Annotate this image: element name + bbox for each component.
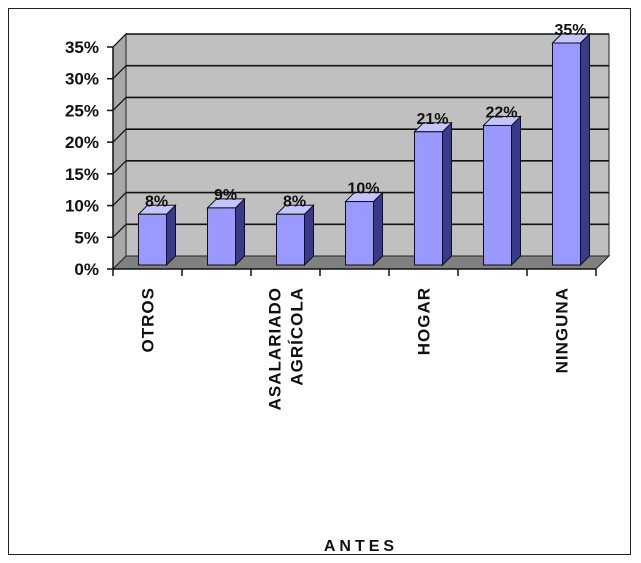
chart-frame: 0% 5% 10% 15% 20% 25% 30% 35% 8% 9% 8% 10% 21% 22% 35… [8, 8, 631, 555]
y-tick-label: 20% [65, 133, 99, 152]
y-tick-label: 15% [65, 165, 99, 184]
y-tick-label: 35% [65, 38, 99, 57]
bar-side [166, 204, 176, 267]
gridline-side [112, 33, 127, 48]
bar-side [442, 121, 452, 267]
y-tick-label: 30% [65, 70, 99, 89]
x-axis-title: ANTES [324, 538, 398, 553]
data-label: 35% [554, 22, 586, 39]
bars [137, 32, 591, 267]
x-category-label: OTROS [139, 287, 158, 352]
bar-front [414, 131, 443, 266]
x-category-label: NINGUNA [553, 287, 572, 373]
bar [206, 197, 246, 267]
data-label: 21% [416, 111, 448, 128]
bar-front [552, 42, 581, 266]
y-tick-label: 5% [74, 228, 99, 247]
x-category-label: AGRÍCOLA [288, 287, 307, 386]
gridlines [112, 33, 609, 238]
gridline-side [112, 65, 127, 80]
data-label: 8% [145, 193, 168, 210]
bar-side [511, 115, 521, 267]
bar-front [345, 201, 374, 266]
x-category-label: ASALARIADO [266, 287, 285, 410]
x-axis: OTROS ASALARIADO AGRÍCOLA HOGAR NINGUNA [112, 268, 597, 410]
data-label: 8% [283, 193, 306, 210]
bar [482, 115, 522, 267]
bar-front [207, 207, 236, 266]
gridline-side [112, 128, 127, 143]
bar-chart: 0% 5% 10% 15% 20% 25% 30% 35% 8% 9% 8% 10% 21% 22% 35… [65, 22, 611, 555]
gridline-side [112, 160, 127, 175]
bar [137, 204, 177, 267]
bar [551, 32, 591, 267]
bar-side [304, 204, 314, 267]
bar [344, 191, 384, 267]
y-axis: 0% 5% 10% 15% 20% 25% 30% 35% [65, 38, 114, 279]
bar-side [235, 197, 245, 267]
gridline-side [112, 223, 127, 238]
bar-front [138, 213, 167, 266]
bar [275, 204, 315, 267]
data-label: 9% [214, 187, 237, 204]
bar-front [276, 213, 305, 266]
bar [413, 121, 453, 267]
y-tick-label: 0% [74, 260, 99, 279]
data-label: 22% [485, 104, 517, 121]
chart-side-wall [112, 32, 127, 271]
bar-front [483, 124, 512, 266]
data-label: 10% [347, 181, 379, 198]
y-tick-label: 10% [65, 197, 99, 216]
gridline-side [112, 97, 127, 111]
bar-side [373, 191, 383, 267]
y-tick-label: 25% [65, 101, 99, 120]
x-category-label: HOGAR [415, 287, 434, 355]
bar-side [580, 32, 590, 267]
data-labels: 8% 9% 8% 10% 21% 22% 35% [145, 22, 587, 210]
gridline-side [112, 192, 127, 206]
